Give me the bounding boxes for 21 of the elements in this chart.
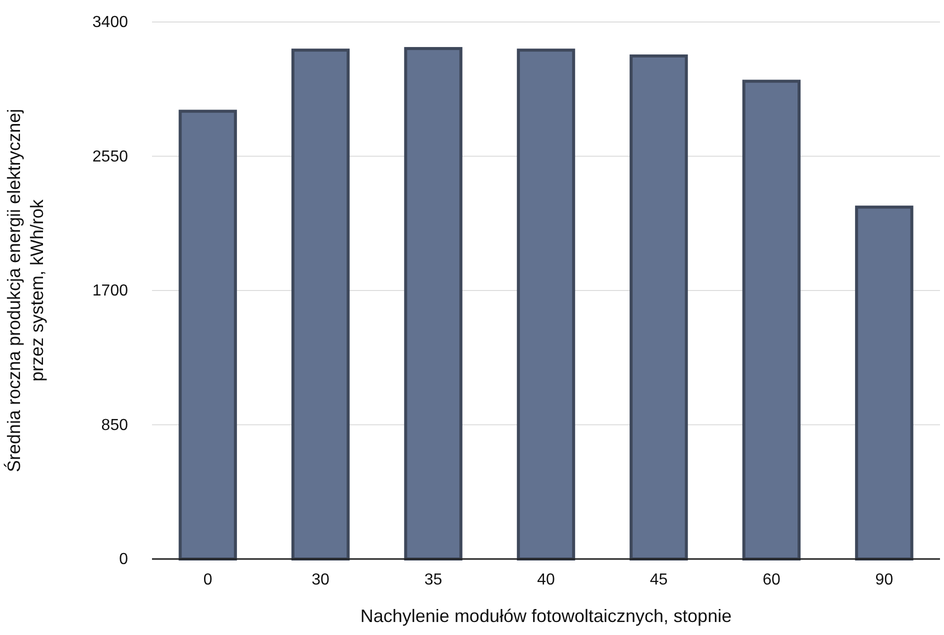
bar [404,47,462,560]
x-tick-label: 35 [424,571,442,588]
bar [855,206,914,560]
bar [630,54,688,560]
x-tick-label: 30 [312,571,330,588]
x-tick-label: 40 [537,571,555,588]
x-axis-title: Nachylenie modułów fotowoltaicznych, stopnie [360,606,732,626]
y-tick-label: 2550 [92,148,128,166]
y-axis-title: Średnia roczna produkcja energii elektrycznej przez system, kWh/rok [3,108,47,472]
bar [178,110,237,560]
bar [516,48,576,560]
x-tick-label: 0 [203,571,212,588]
y-tick-label: 850 [101,416,128,434]
bar [291,48,350,560]
y-tick-label: 1700 [92,282,128,300]
x-tick-label: 90 [875,571,894,588]
y-tick-label: 3400 [92,14,128,32]
x-tick-label: 60 [762,571,780,588]
bar [742,80,801,560]
y-tick-label: 0 [119,551,128,568]
x-tick-label: 45 [650,571,668,588]
